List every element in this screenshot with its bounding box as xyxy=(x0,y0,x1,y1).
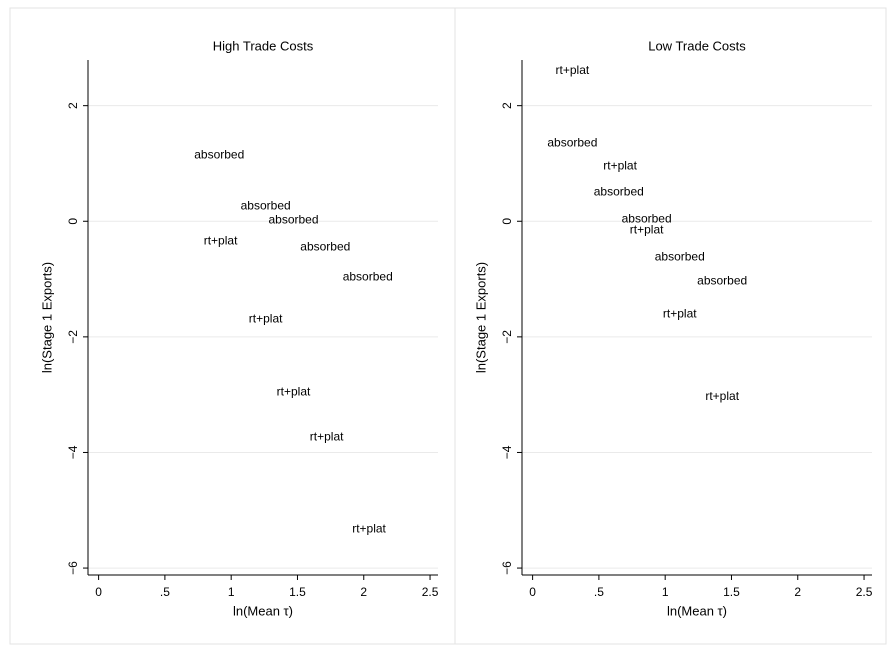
y-tick-label: 2 xyxy=(500,102,514,109)
x-tick-label: .5 xyxy=(594,585,604,599)
y-tick-label: 0 xyxy=(66,218,80,225)
x-tick-label: 0 xyxy=(529,585,536,599)
y-tick-label: −6 xyxy=(500,561,514,575)
y-tick-label: 2 xyxy=(66,102,80,109)
point-label: absorbed xyxy=(697,274,747,288)
point-label: rt+plat xyxy=(603,159,637,173)
point-label: absorbed xyxy=(241,198,291,212)
x-tick-label: 2.5 xyxy=(856,585,873,599)
y-tick-label: −2 xyxy=(66,330,80,344)
point-label: absorbed xyxy=(655,249,705,263)
point-label: absorbed xyxy=(300,239,350,253)
point-label: rt+plat xyxy=(310,430,344,444)
y-tick-label: −4 xyxy=(500,445,514,459)
point-label: rt+plat xyxy=(630,223,664,237)
x-tick-label: 1 xyxy=(228,585,235,599)
x-tick-label: 1 xyxy=(662,585,669,599)
x-tick-label: 2 xyxy=(794,585,801,599)
x-axis-label: ln(Mean τ) xyxy=(233,603,293,618)
x-tick-label: .5 xyxy=(160,585,170,599)
point-label: rt+plat xyxy=(204,234,238,248)
panel-title: High Trade Costs xyxy=(213,38,314,53)
point-label: absorbed xyxy=(268,212,318,226)
point-label: rt+plat xyxy=(705,389,739,403)
y-axis-label: ln(Stage 1 Exports) xyxy=(39,262,54,373)
x-tick-label: 2 xyxy=(360,585,367,599)
point-label: absorbed xyxy=(343,270,393,284)
x-tick-label: 1.5 xyxy=(723,585,740,599)
point-label: rt+plat xyxy=(556,63,590,77)
point-label: absorbed xyxy=(194,148,244,162)
panel-title: Low Trade Costs xyxy=(648,38,746,53)
x-axis-label: ln(Mean τ) xyxy=(667,603,727,618)
point-label: absorbed xyxy=(622,212,672,226)
point-label: rt+plat xyxy=(352,522,386,536)
y-axis-label: ln(Stage 1 Exports) xyxy=(473,262,488,373)
x-tick-label: 2.5 xyxy=(422,585,439,599)
frame xyxy=(9,7,887,645)
point-label: absorbed xyxy=(547,135,597,149)
y-tick-label: −6 xyxy=(66,561,80,575)
x-tick-label: 0 xyxy=(95,585,102,599)
point-label: rt+plat xyxy=(277,385,311,399)
x-tick-label: 1.5 xyxy=(289,585,306,599)
point-label: absorbed xyxy=(594,185,644,199)
point-label: rt+plat xyxy=(663,306,697,320)
point-label: rt+plat xyxy=(249,312,283,326)
y-tick-label: 0 xyxy=(500,218,514,225)
y-tick-label: −2 xyxy=(500,330,514,344)
y-tick-label: −4 xyxy=(66,445,80,459)
